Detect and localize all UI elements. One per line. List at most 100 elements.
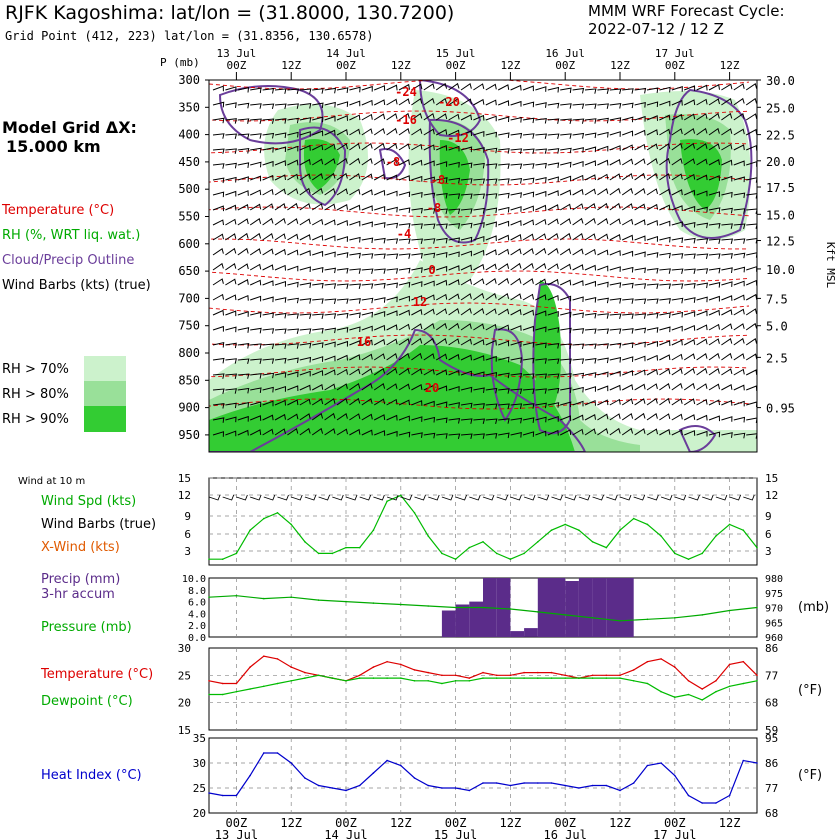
wind-barb-213 [671,142,683,151]
wind-barb-851 [398,367,410,376]
wind-barb-485 [225,247,237,256]
wind-barb-847 [349,368,361,376]
wind-barb-800 [312,356,324,362]
wind-barb-447 [299,234,311,241]
wind-barb-256 [659,157,671,166]
wind-speed-line-point-26 [564,523,566,526]
wind-barb-840 [262,372,275,379]
wind-barb-475 [646,236,659,242]
heat-right-tick-86: 86 [765,757,778,770]
wind-barb-374 [485,207,498,214]
wind-barb-69 [522,101,535,108]
wind-barb-1011 [746,417,757,424]
wind-barb-960 [659,397,671,406]
wind-barb-126 [683,113,696,121]
wind-barb-519 [646,252,659,258]
wind-barb-888 [311,384,324,391]
wind-barb-202 [535,148,548,154]
wind-barb-418 [485,221,497,228]
wind-barb-950 [535,402,547,409]
wind-barb-819 [547,358,560,365]
wind-barb-880 [212,388,225,395]
wind-barb-517 [622,250,634,257]
wind-barb-900 [460,386,473,393]
temperature-label-7: -4 [397,227,411,241]
wind-barb-726 [485,323,497,331]
wind-barb-893 [373,382,386,391]
heat-index-line-point-18 [454,787,457,789]
dewpoint-line-point-34 [674,696,676,698]
wind-barb-275 [349,173,361,181]
wind-barb-98 [336,115,348,121]
wind-barb-866 [584,372,597,378]
dewpoint-line-point-0 [208,693,210,696]
wind-barb-304 [708,175,720,181]
wind-barb-732 [560,327,572,334]
wind-barb-663 [250,311,262,318]
precip-bar-9 [565,581,579,637]
heat-right-tick-95: 95 [765,732,778,745]
heat-index-line-point-1 [221,794,224,797]
wind-speed-line-point-3 [249,529,251,531]
wind-barb-1005 [671,413,683,421]
wind-barb-855 [448,369,460,376]
precip-bar-10 [578,578,593,637]
wind-barb-858 [485,371,498,378]
wind-barb-986 [436,417,448,424]
precip-bar-8 [551,578,566,637]
wind-barb-162 [584,132,597,139]
heat-index-line-point-30 [619,789,621,792]
wind-barb-683 [497,308,510,316]
wind-barb-365 [374,206,386,212]
wind-barb-363 [349,204,361,211]
temperature-line-point-38 [728,663,731,666]
wind-barb-989 [473,418,486,425]
temp-right-tick-86: 86 [765,642,778,655]
wind-barb-795 [250,358,262,365]
precip-bar-2 [469,601,483,637]
wind-barb-282 [436,177,448,183]
wind-barb-764 [411,337,423,346]
pressure-unit-label: (mb) [798,600,830,615]
surface-wind-barb-14 [400,494,413,501]
heat-left-tick-25: 25 [193,782,206,795]
wind-barb-965 [721,399,733,406]
wind-barb-317 [324,187,336,196]
wind-barb-937 [373,398,386,406]
wind-barb-481 [721,238,734,245]
wind-barb-845 [324,369,336,376]
wind-barb-79 [646,101,659,108]
heat-index-line-point-35 [687,794,690,797]
wind-barb-673 [374,311,386,317]
wind-barb-281 [423,176,435,183]
wind-barb-835 [745,353,757,361]
wind-barb-508 [510,248,522,256]
wind-barb-53 [324,101,336,108]
wind-barb-632 [411,295,423,301]
temp-unit-label: (°F) [798,683,823,698]
wind-barb-348 [708,191,721,197]
wind-barb-957 [621,398,634,406]
wind-barb-77 [622,102,634,109]
surface-wind-barb-3 [249,494,262,501]
pressure-line-point-20 [756,606,758,609]
wind-barb-497 [374,253,386,259]
wind-barb-94 [287,117,299,124]
wind-barb-1050 [684,430,696,436]
heat-index-line-point-40 [756,762,758,764]
wind-barb-38 [684,85,696,92]
temperature-label-11: 20 [425,381,439,395]
wind-barb-464 [510,234,522,241]
wind-barb-352 [212,205,224,212]
wind-barb-103 [398,112,410,121]
wind-barb-312 [262,188,274,196]
wind-barb-375 [498,206,510,213]
dewpoint-line-point-1 [221,693,224,696]
wind-barb-759 [349,340,361,346]
wind-barb-604 [609,282,622,288]
wind-barb-224 [262,160,274,167]
wind-barb-12 [361,85,373,92]
wind-barb-775 [547,343,560,349]
wind-barb-982 [386,414,398,421]
wind-barb-556 [559,263,572,271]
